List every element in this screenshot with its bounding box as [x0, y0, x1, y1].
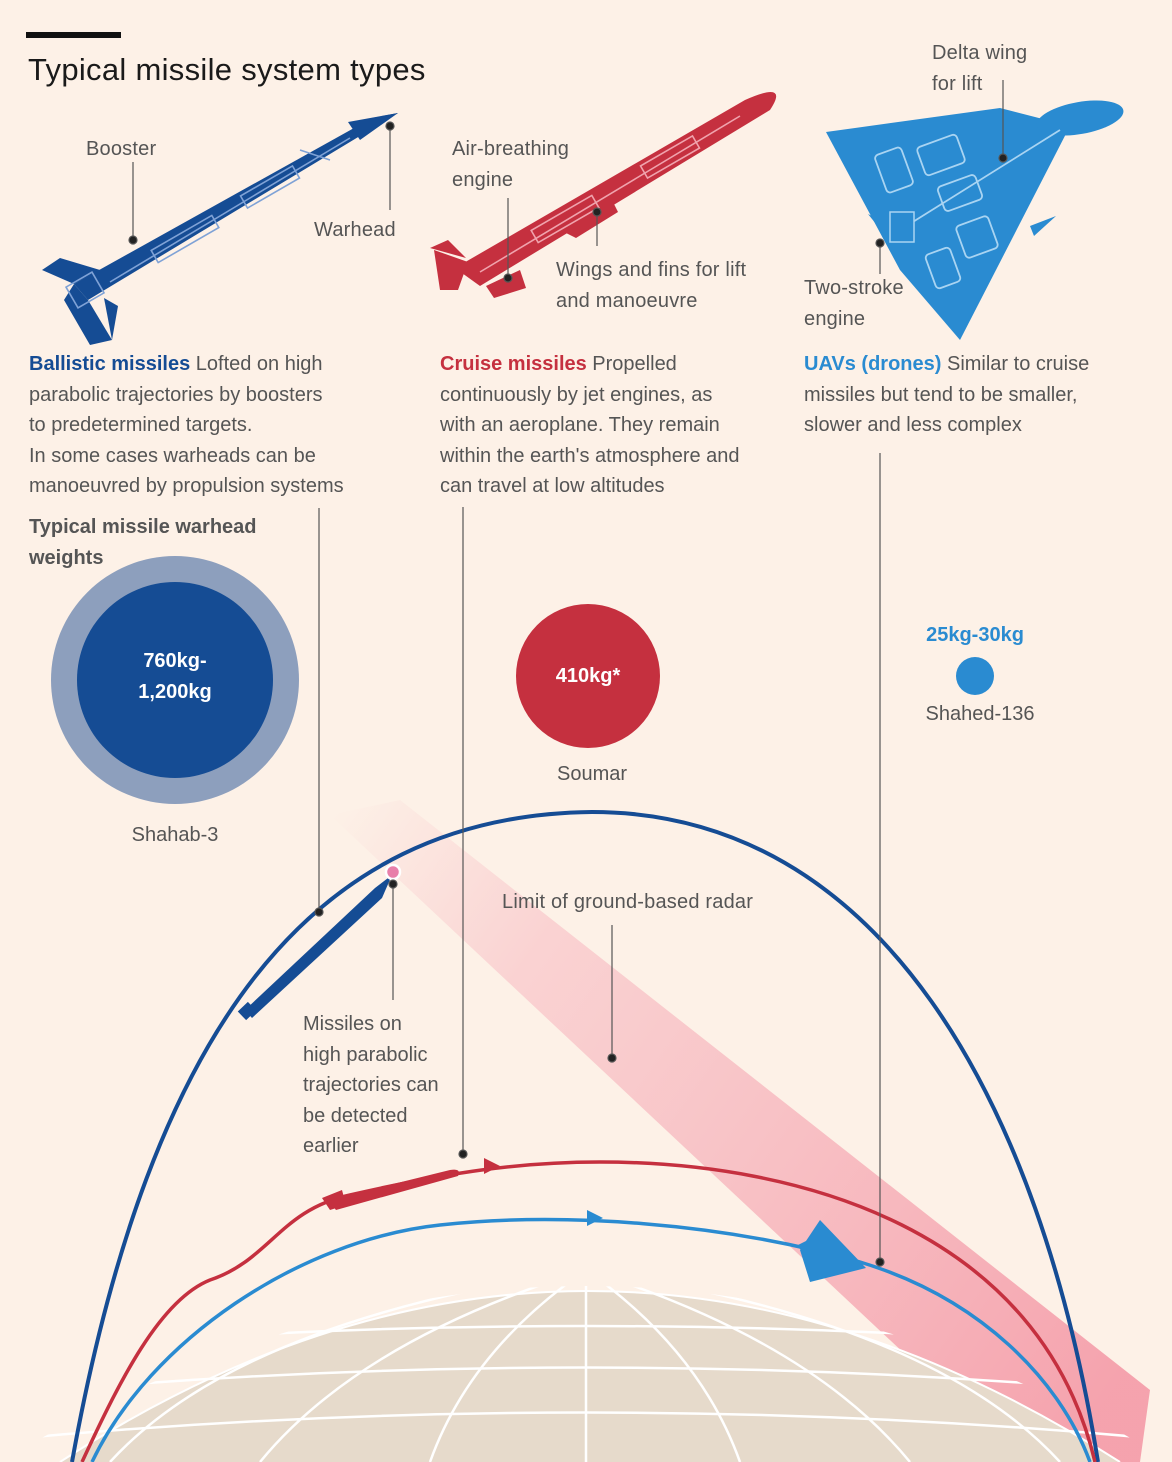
- uav-trajectory: [90, 1217, 1092, 1462]
- cruise-arrow-icon: [484, 1158, 500, 1174]
- ballistic-description: Ballistic missiles Lofted on high parabo…: [29, 353, 344, 497]
- uav-arrow-icon: [587, 1210, 603, 1226]
- radar-limit-label: Limit of ground-based radar: [502, 891, 754, 913]
- small-drone-icon: [796, 1220, 866, 1282]
- soumar-weight-circle: [516, 604, 660, 748]
- ballistic-trajectory: [70, 809, 1100, 1462]
- cruise-heading: Cruise missiles: [440, 353, 587, 375]
- small-cruise-missile-icon: [322, 1169, 459, 1210]
- shahed-weight-circle: [956, 657, 994, 695]
- soumar-name: Soumar: [556, 763, 628, 785]
- detection-point-marker: [384, 863, 402, 881]
- earth-globe: [0, 1286, 1172, 1462]
- shahab-weight-circle: [77, 582, 273, 778]
- shahed-name: Shahed-136: [925, 703, 1035, 725]
- title-rule: [26, 32, 121, 38]
- two-stroke-label-2: engine: [804, 308, 866, 330]
- wings-label-2: and manoeuvre: [556, 290, 698, 312]
- detection-note: Missiles on high parabolic trajectories …: [303, 1013, 439, 1157]
- shahab-weight-value: 760kg- 1,200kg: [138, 650, 212, 703]
- page-title: Typical missile system types: [28, 52, 426, 87]
- wings-label-1: Wings and fins for lift: [556, 259, 747, 281]
- ballistic-heading: Ballistic missiles: [29, 353, 191, 375]
- uav-heading: UAVs (drones): [804, 353, 942, 375]
- shahab-name: Shahab-3: [131, 824, 219, 846]
- delta-wing-label-1: Delta wing: [932, 42, 1028, 64]
- soumar-weight-value: 410kg*: [555, 665, 621, 687]
- air-breathing-label-2: engine: [452, 169, 514, 191]
- small-ballistic-missile-icon: [237, 875, 392, 1021]
- warhead-weights-heading: Typical missile warhead weights: [29, 516, 257, 569]
- warhead-label: Warhead: [314, 219, 396, 241]
- two-stroke-label-1: Two-stroke: [804, 277, 904, 299]
- ballistic-missile-icon: [42, 113, 398, 345]
- air-breathing-label-1: Air-breathing: [452, 138, 570, 160]
- shahed-weight-value: 25kg-30kg: [926, 624, 1024, 646]
- uav-description: UAVs (drones) Similar to cruise missiles…: [804, 353, 1090, 436]
- booster-label: Booster: [86, 138, 157, 160]
- delta-wing-label-2: for lift: [932, 73, 983, 95]
- cruise-missile-icon: [430, 92, 777, 298]
- drone-icon: [826, 100, 1124, 340]
- cruise-description: Cruise missiles Propelled continuously b…: [440, 353, 740, 497]
